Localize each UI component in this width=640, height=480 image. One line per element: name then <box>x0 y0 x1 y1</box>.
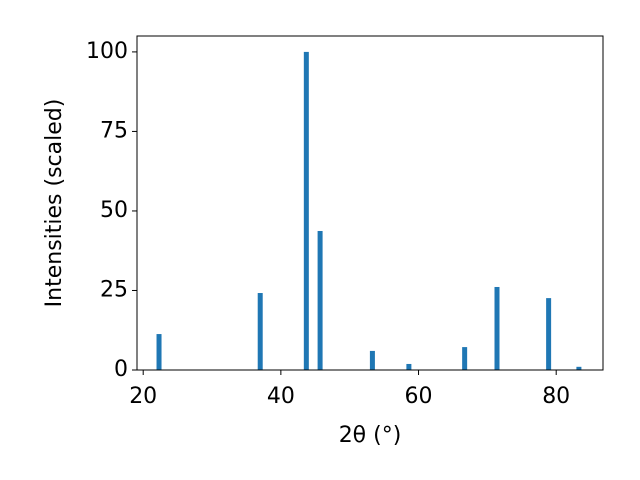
bar <box>317 230 323 370</box>
y-tick-label: 25 <box>100 277 128 302</box>
x-axis-label: 2θ (°) <box>339 423 402 448</box>
y-tick-label: 0 <box>114 357 128 382</box>
x-tick-label: 40 <box>267 384 295 409</box>
bar <box>406 363 412 370</box>
x-tick-label: 80 <box>542 384 570 409</box>
y-axis-label: Intensities (scaled) <box>42 99 67 308</box>
bar <box>462 347 468 370</box>
bar <box>156 334 162 370</box>
x-tick-label: 20 <box>129 384 157 409</box>
bar <box>369 350 375 370</box>
bar <box>303 51 309 371</box>
x-tick-label: 60 <box>405 384 433 409</box>
bar <box>494 286 500 370</box>
plot-frame <box>136 35 604 371</box>
y-tick-label: 75 <box>100 118 128 143</box>
bar <box>576 366 582 370</box>
bar <box>257 293 263 370</box>
y-tick-label: 100 <box>86 39 128 64</box>
bar <box>546 298 552 370</box>
y-tick-label: 50 <box>100 198 128 223</box>
